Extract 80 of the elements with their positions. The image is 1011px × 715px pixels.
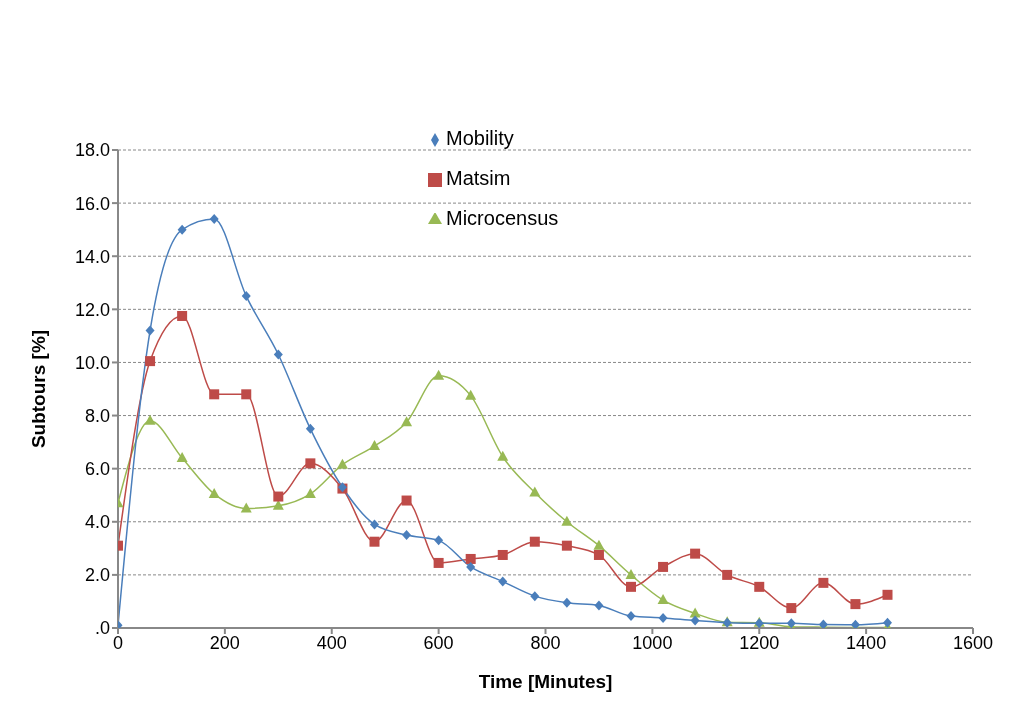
point (561, 515, 573, 526)
y-tick-label: 8.0 (84, 405, 110, 426)
x-axis-title: Time [Minutes] (478, 671, 613, 692)
point (304, 487, 316, 498)
x-tick-label: 1400 (846, 632, 887, 653)
point (208, 487, 220, 498)
point (690, 615, 700, 626)
y-tick-label: 6.0 (84, 459, 110, 480)
point (177, 224, 187, 235)
point (529, 486, 541, 497)
point (273, 349, 283, 360)
point (530, 591, 540, 602)
point (240, 502, 252, 513)
point (658, 612, 668, 623)
y-tick-label: 18.0 (74, 140, 110, 161)
point (529, 536, 540, 547)
point (498, 576, 508, 587)
y-axis-title: Subtours [%] (27, 329, 49, 449)
point (593, 549, 604, 560)
point (497, 549, 508, 560)
point (370, 519, 379, 530)
y-tick-label: 14.0 (74, 246, 110, 267)
y-tick-label: 4.0 (84, 512, 110, 533)
point (754, 581, 765, 592)
x-tick-label: 0 (112, 632, 124, 653)
point (850, 599, 861, 610)
point (594, 600, 604, 611)
point (466, 561, 476, 572)
point (177, 310, 188, 321)
legend-label: Mobility (446, 127, 514, 149)
point (883, 617, 892, 628)
point (722, 569, 733, 580)
point (690, 548, 701, 559)
x-tick-label: 200 (209, 632, 240, 653)
point (401, 495, 412, 506)
legend-label: Matsim (446, 167, 511, 189)
point (657, 594, 669, 605)
point (561, 540, 572, 551)
x-tick-label: 400 (316, 632, 347, 653)
point (625, 568, 637, 579)
x-tick-label: 1000 (632, 632, 673, 653)
point (145, 325, 155, 336)
point (818, 577, 829, 588)
point (145, 356, 156, 367)
y-tick-label: 16.0 (74, 193, 110, 214)
point (626, 581, 636, 592)
y-tick-label: 12.0 (74, 299, 110, 320)
point (305, 423, 315, 434)
point (434, 535, 444, 546)
point (241, 291, 251, 302)
x-tick-label: 600 (423, 632, 454, 653)
x-tick-label: 800 (530, 632, 561, 653)
point (465, 553, 476, 564)
y-tick-label: .0 (94, 618, 110, 639)
point (433, 369, 445, 380)
point (305, 458, 316, 469)
y-tick-label: 10.0 (74, 352, 110, 373)
point (562, 597, 572, 608)
point (241, 389, 252, 400)
point (144, 414, 156, 425)
point (658, 561, 669, 572)
point (176, 452, 188, 463)
legend-label: Microcensus (446, 207, 559, 229)
point (465, 389, 477, 400)
point (369, 440, 380, 451)
point (273, 491, 284, 502)
x-tick-label: 1200 (739, 632, 780, 653)
point (336, 458, 348, 469)
point (401, 416, 413, 427)
point (497, 450, 509, 461)
point (786, 603, 797, 614)
point (209, 389, 220, 400)
point (593, 539, 605, 550)
y-tick-label: 2.0 (84, 565, 110, 586)
point (209, 214, 219, 225)
x-tick-label: 1600 (952, 632, 994, 653)
point (433, 557, 444, 568)
point (402, 530, 412, 541)
point (882, 589, 893, 600)
point (369, 536, 380, 547)
